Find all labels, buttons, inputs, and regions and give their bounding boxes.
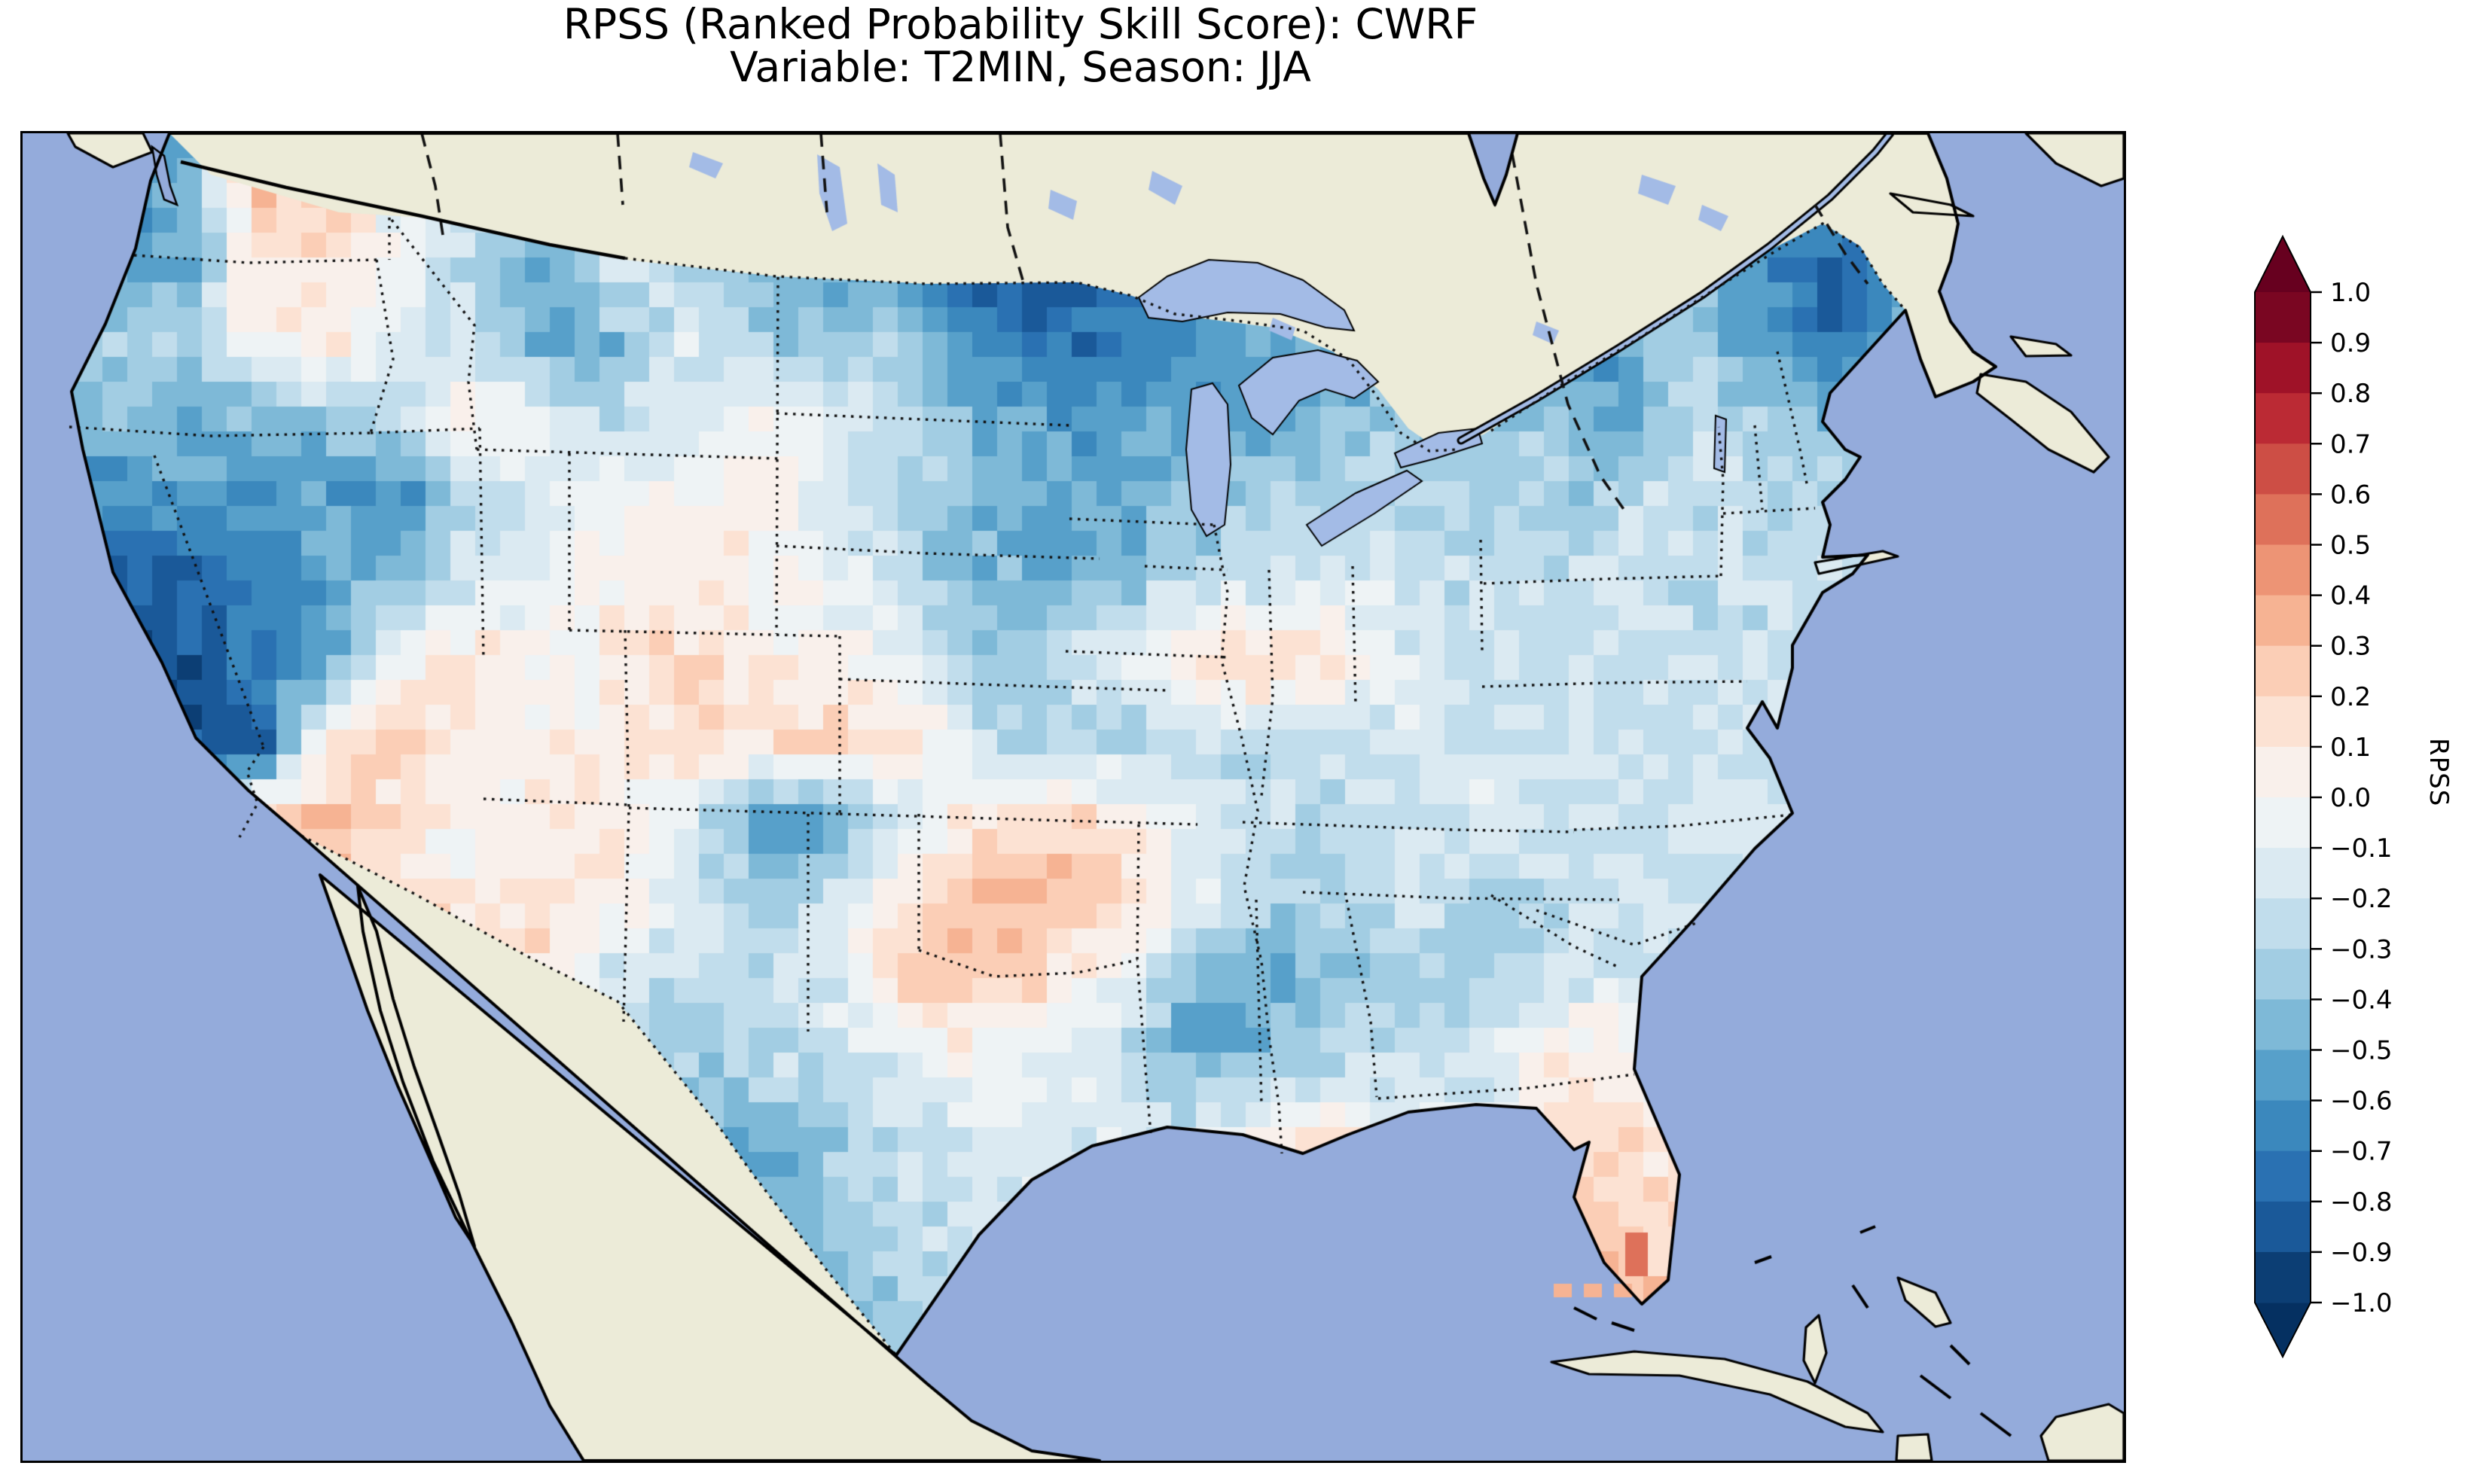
colorbar-label: RPSS — [2424, 738, 2454, 807]
colorbar-segment — [2255, 343, 2311, 394]
colorbar-tick-label: 0.8 — [2330, 379, 2371, 409]
colorbar-tick-label: 0.5 — [2330, 531, 2371, 561]
colorbar: 1.0 0.9 0.8 0.7 0.6 0.5 0.4 0.3 0.2 0.1 0.0 −0.1 −0.… — [2254, 234, 2393, 1359]
rpss-map-canvas — [23, 133, 2124, 1461]
chart-title-line1: RPSS (Ranked Probability Skill Score): C… — [563, 0, 1478, 48]
colorbar-tick-label: 0.6 — [2330, 480, 2371, 510]
colorbar-segment — [2255, 898, 2311, 949]
chart-title-line2: Variable: T2MIN, Season: JJA — [730, 43, 1311, 91]
colorbar-segment — [2255, 393, 2311, 444]
colorbar-segment — [2255, 949, 2311, 1000]
colorbar-tick-label: 0.3 — [2330, 632, 2371, 662]
colorbar-tick-label: −0.7 — [2330, 1137, 2393, 1167]
colorbar-arrow-up — [2255, 236, 2311, 292]
colorbar-tick-label: 0.2 — [2330, 682, 2371, 712]
colorbar-segment — [2255, 797, 2311, 849]
colorbar-segment — [2255, 999, 2311, 1051]
colorbar-segment — [2255, 645, 2311, 697]
map-panel — [20, 131, 2126, 1463]
colorbar-segment — [2255, 292, 2311, 343]
colorbar-tick-label: 0.7 — [2330, 429, 2371, 459]
colorbar-segment — [2255, 1251, 2311, 1303]
colorbar-arrow-down — [2255, 1303, 2311, 1357]
colorbar-segment — [2255, 1050, 2311, 1102]
colorbar-tick-label: −0.5 — [2330, 1036, 2393, 1066]
colorbar-tick-label: 0.9 — [2330, 328, 2371, 358]
colorbar-tick-label: −0.4 — [2330, 985, 2393, 1015]
colorbar-tick-label: −0.3 — [2330, 934, 2393, 964]
colorbar-segment — [2255, 494, 2311, 546]
colorbar-tick-label: −0.9 — [2330, 1238, 2393, 1268]
colorbar-segment — [2255, 746, 2311, 798]
colorbar-tick-label: −0.8 — [2330, 1187, 2393, 1217]
colorbar-tick-label: −0.1 — [2330, 833, 2393, 864]
colorbar-segment — [2255, 544, 2311, 596]
colorbar-segment — [2255, 1201, 2311, 1253]
colorbar-tick-label: 0.4 — [2330, 581, 2371, 611]
colorbar-segment — [2255, 848, 2311, 899]
colorbar-tick-label: −1.0 — [2330, 1288, 2393, 1318]
colorbar-segment — [2255, 1100, 2311, 1152]
colorbar-tick-label: 1.0 — [2330, 278, 2371, 308]
colorbar-tick-label: −0.6 — [2330, 1086, 2393, 1117]
colorbar-segment — [2255, 595, 2311, 647]
colorbar-segment — [2255, 443, 2311, 495]
chart-title: RPSS (Ranked Probability Skill Score): C… — [0, 3, 2041, 89]
colorbar-segment — [2255, 696, 2311, 748]
colorbar-tick-label: 0.1 — [2330, 733, 2371, 763]
colorbar-segment — [2255, 1150, 2311, 1202]
colorbar-tick-label: 0.0 — [2330, 783, 2371, 813]
colorbar-tick-label: −0.2 — [2330, 884, 2393, 914]
